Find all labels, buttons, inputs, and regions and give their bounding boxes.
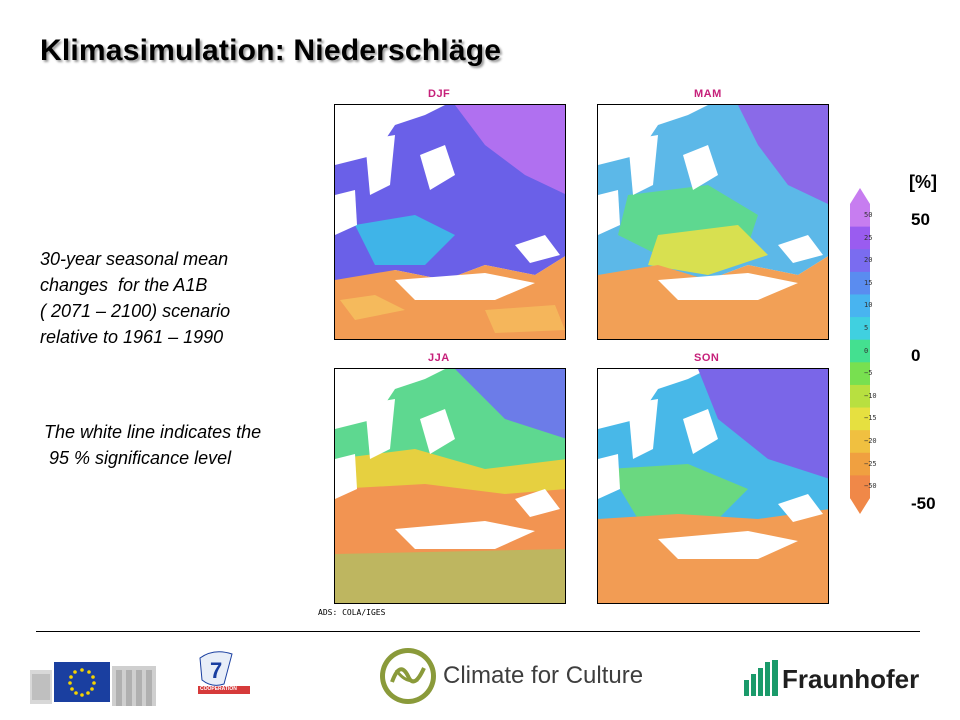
eu-flag-logo: [30, 656, 160, 713]
colorbar-segment: [850, 384, 870, 409]
panel-label-son: SON: [694, 352, 720, 364]
colorbar-label: 0: [864, 346, 869, 355]
fp7-cooperation-logo: 7 COOPERATION: [194, 648, 254, 701]
colorbar-segment: [850, 475, 870, 499]
colorbar-segment: [850, 271, 870, 295]
colorbar-label: 25: [864, 233, 873, 242]
map-panel-jja: [334, 368, 566, 604]
slide-title: Klimasimulation: Niederschläge: [40, 34, 502, 67]
fraunhofer-text: Fraunhofer: [782, 664, 920, 694]
fp7-subtitle: COOPERATION: [200, 686, 237, 692]
colorbar-tick-mid: 0: [911, 346, 921, 365]
colorbar-label: −15: [864, 414, 877, 423]
colorbar-label: −5: [864, 369, 873, 378]
svg-text:7: 7: [210, 658, 222, 683]
colorbar-unit: [%]: [909, 172, 937, 192]
colorbar-segment: [850, 226, 870, 250]
colorbar-segment: [850, 204, 870, 228]
colorbar-arrow-bottom: [850, 498, 870, 514]
colorbar-label: −10: [864, 391, 877, 400]
colorbar-label: −25: [864, 459, 877, 468]
colorbar: [850, 188, 870, 514]
colorbar-labels: 50 25 20 15 10 5 0 −5 −10 −15 −20 −25 −50: [864, 204, 894, 498]
colorbar-segment: [850, 294, 870, 318]
colorbar-segment: [850, 249, 870, 273]
significance-note: The white line indicates the 95 % signif…: [44, 422, 262, 468]
map-panel-son: [597, 368, 829, 604]
scenario-description: 30-year seasonal mean changes for the A1…: [40, 249, 231, 347]
colorbar-segment: [850, 407, 870, 431]
colorbar-segment: [850, 317, 870, 341]
colorbar-label: 10: [864, 301, 873, 310]
colorbar-tick-bottom: -50: [911, 494, 936, 513]
map-panel-mam: [597, 104, 829, 340]
panel-label-djf: DJF: [428, 88, 451, 100]
colorbar-label: 50: [864, 211, 873, 219]
panel-label-jja: JJA: [428, 352, 450, 364]
colorbar-label: −20: [864, 437, 877, 446]
colorbar-label: −50: [864, 482, 877, 491]
colorbar-segment: [850, 339, 870, 363]
footer-divider: [36, 631, 920, 632]
panel-label-mam: MAM: [694, 88, 722, 100]
fraunhofer-logo-icon: [744, 660, 780, 701]
colorbar-segment: [850, 362, 870, 386]
climate-for-culture-text: Climate for Culture: [443, 662, 644, 689]
climate-for-culture-emblem-icon: [378, 640, 622, 715]
colorbar-segment: [850, 452, 870, 476]
colorbar-label: 20: [864, 256, 873, 265]
map-panel-djf: [334, 104, 566, 340]
colorbar-label: 15: [864, 278, 873, 287]
colorbar-label: 5: [864, 324, 869, 333]
colorbar-tick-top: 50: [911, 210, 930, 229]
colorbar-segment: [850, 430, 870, 454]
data-credit: ADS: COLA/IGES: [318, 608, 386, 617]
colorbar-arrow-top: [850, 188, 870, 204]
